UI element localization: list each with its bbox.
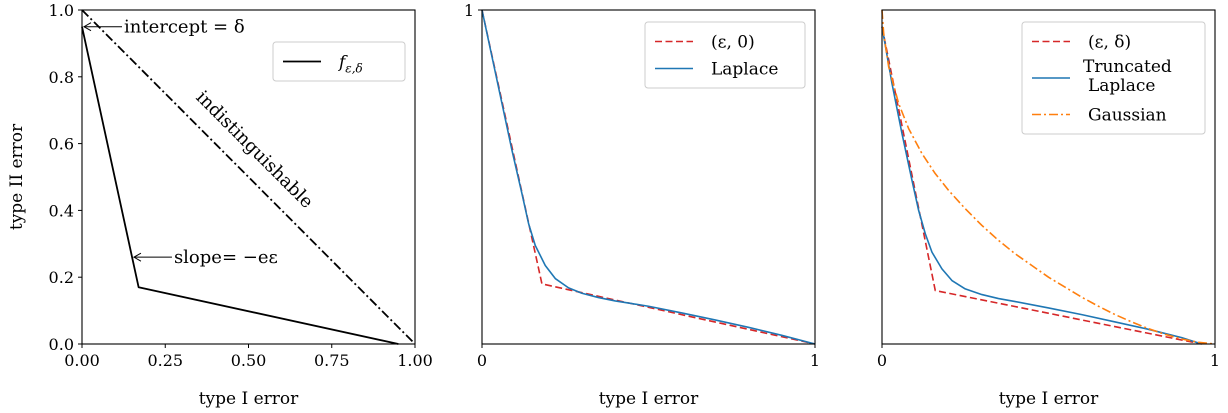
legend-box (272, 41, 406, 82)
legend-label: (ε, 0) (711, 33, 755, 53)
series-line-truncated-laplace-1 (881, 26, 1202, 345)
slope-annotation: slope= −eε (174, 247, 278, 268)
x-tick-label: 1.00 (397, 351, 433, 370)
x-tick-label: 0.50 (231, 351, 267, 370)
diagonal-annotation: indistinguishable (192, 87, 318, 213)
intercept-annotation: intercept = δ (124, 17, 245, 38)
x-axis-label: type I error (199, 389, 299, 409)
y-tick-label: 0.2 (49, 268, 74, 287)
x-tick-label: 1 (1210, 351, 1220, 370)
legend-label: fε,δ (337, 53, 363, 76)
y-tick-label: 0.6 (49, 135, 74, 154)
y-tick-label: 1 (464, 1, 474, 20)
x-axis-label: type I error (999, 389, 1099, 409)
series-line-laplace-1 (481, 9, 816, 345)
series-line-f--0 (81, 26, 399, 345)
legend-label: Gaussian (1088, 106, 1167, 126)
y-tick-label: 0.8 (49, 68, 74, 87)
slope-arrowhead (132, 252, 142, 262)
y-tick-label: 0.0 (49, 335, 74, 354)
chart-panel-1: 0.00 0.25 0.50 0.75 1.00 0.0 0.2 0.4 0.6 0.8 1.0 ty… (7, 1, 433, 409)
intercept-arrowhead (82, 22, 92, 32)
axes-frame (481, 9, 816, 345)
legend-label: (ε, δ) (1088, 33, 1131, 53)
x-tick-label: 0.00 (64, 351, 100, 370)
chart-panel-3: 0 1 type I error (ε, δ) Truncated Laplace Gaus… (877, 9, 1220, 409)
x-axis-label: type I error (599, 389, 699, 409)
legend-label: Truncated Laplace (1083, 57, 1172, 96)
series-line---0 (881, 26, 1202, 345)
y-axis-label: type II error (7, 123, 27, 230)
legend-box (1021, 21, 1206, 135)
chart-panel-2: 0 1 1 type I error (ε, 0) Laplace (464, 1, 820, 409)
x-tick-label: 0 (477, 351, 487, 370)
y-tick-label: 1.0 (49, 1, 74, 20)
x-tick-label: 1 (810, 351, 820, 370)
series-line---0 (481, 9, 816, 345)
series-line-gaussian-2 (881, 9, 1216, 345)
y-tick-label: 0.4 (49, 201, 74, 220)
x-tick-label: 0.75 (314, 351, 350, 370)
legend-label: Laplace (711, 60, 778, 80)
series-line-diagonal-1 (81, 9, 416, 345)
x-tick-label: 0.25 (147, 351, 183, 370)
axes-frame (881, 9, 1216, 345)
x-tick-label: 0 (877, 351, 887, 370)
legend-box (644, 21, 806, 89)
